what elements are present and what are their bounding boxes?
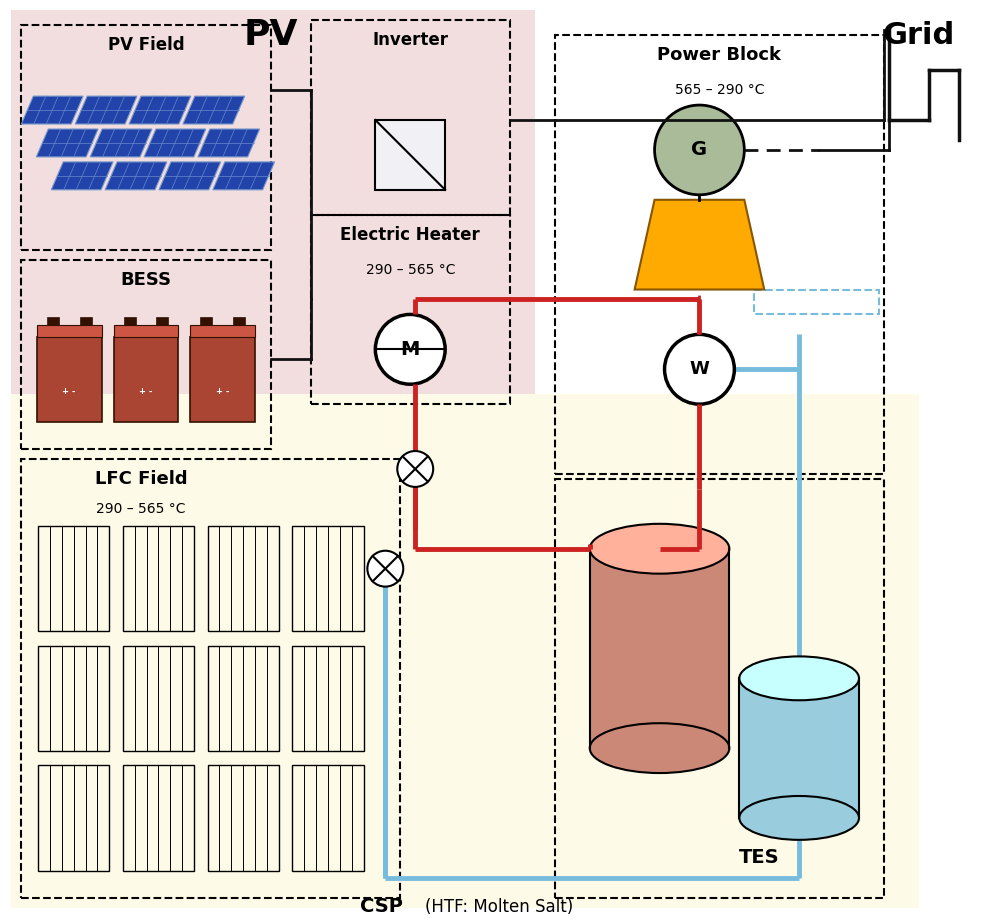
FancyBboxPatch shape bbox=[233, 317, 245, 325]
Text: Inverter: Inverter bbox=[372, 31, 448, 50]
Text: TES: TES bbox=[739, 848, 780, 868]
Text: W: W bbox=[690, 360, 709, 379]
Circle shape bbox=[375, 314, 445, 384]
FancyBboxPatch shape bbox=[375, 120, 445, 190]
Polygon shape bbox=[635, 199, 764, 289]
FancyBboxPatch shape bbox=[200, 317, 212, 325]
Ellipse shape bbox=[739, 796, 859, 840]
FancyBboxPatch shape bbox=[37, 337, 102, 422]
FancyBboxPatch shape bbox=[11, 394, 919, 908]
Text: PV: PV bbox=[243, 18, 298, 52]
Text: BESS: BESS bbox=[120, 270, 172, 289]
Text: CSP: CSP bbox=[360, 897, 403, 915]
Text: G: G bbox=[691, 141, 708, 159]
FancyBboxPatch shape bbox=[124, 317, 136, 325]
Polygon shape bbox=[21, 96, 83, 124]
FancyBboxPatch shape bbox=[47, 317, 59, 325]
Ellipse shape bbox=[739, 656, 859, 700]
Text: Power Block: Power Block bbox=[657, 46, 781, 64]
Text: + -: + - bbox=[139, 388, 153, 396]
FancyBboxPatch shape bbox=[114, 337, 178, 422]
FancyBboxPatch shape bbox=[80, 317, 92, 325]
Text: 290 – 565 °C: 290 – 565 °C bbox=[366, 263, 455, 277]
Text: + -: + - bbox=[216, 388, 230, 396]
Circle shape bbox=[367, 550, 403, 586]
Circle shape bbox=[655, 105, 744, 195]
Polygon shape bbox=[213, 162, 275, 190]
Text: (HTF: Molten Salt): (HTF: Molten Salt) bbox=[425, 898, 573, 915]
FancyBboxPatch shape bbox=[190, 325, 255, 337]
FancyBboxPatch shape bbox=[156, 317, 168, 325]
FancyBboxPatch shape bbox=[114, 325, 178, 337]
Text: 565 – 290 °C: 565 – 290 °C bbox=[675, 83, 764, 97]
Text: M: M bbox=[401, 340, 420, 358]
Polygon shape bbox=[75, 96, 137, 124]
Circle shape bbox=[665, 335, 734, 404]
Polygon shape bbox=[36, 129, 98, 157]
Polygon shape bbox=[105, 162, 167, 190]
FancyBboxPatch shape bbox=[37, 325, 102, 337]
FancyBboxPatch shape bbox=[11, 10, 535, 464]
FancyBboxPatch shape bbox=[739, 678, 859, 818]
Polygon shape bbox=[183, 96, 245, 124]
Circle shape bbox=[397, 451, 433, 487]
Ellipse shape bbox=[590, 723, 729, 773]
Text: + -: + - bbox=[62, 388, 76, 396]
Text: Grid: Grid bbox=[883, 21, 955, 50]
Polygon shape bbox=[129, 96, 191, 124]
Text: PV Field: PV Field bbox=[108, 36, 184, 54]
Text: LFC Field: LFC Field bbox=[95, 470, 187, 488]
FancyBboxPatch shape bbox=[190, 337, 255, 422]
Polygon shape bbox=[198, 129, 260, 157]
Text: Electric Heater: Electric Heater bbox=[340, 226, 480, 244]
Text: 290 – 565 °C: 290 – 565 °C bbox=[96, 502, 186, 516]
FancyBboxPatch shape bbox=[590, 549, 729, 748]
Polygon shape bbox=[51, 162, 113, 190]
Polygon shape bbox=[144, 129, 206, 157]
Polygon shape bbox=[90, 129, 152, 157]
Polygon shape bbox=[159, 162, 221, 190]
Ellipse shape bbox=[590, 524, 729, 573]
